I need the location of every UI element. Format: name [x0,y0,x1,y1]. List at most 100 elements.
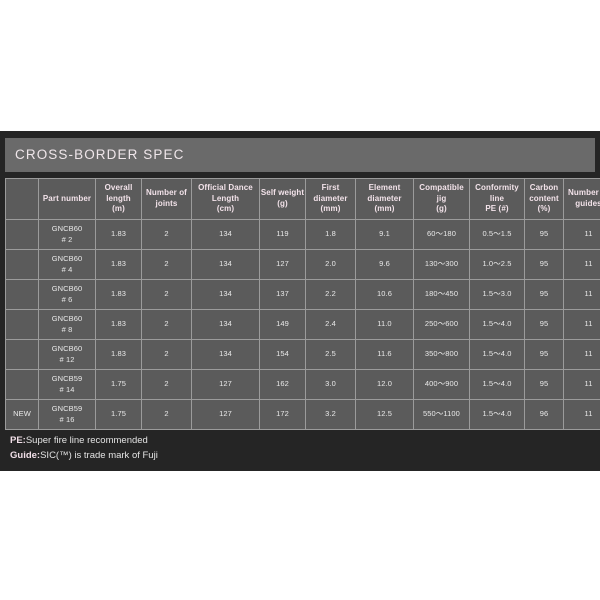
column-header-flag [5,178,39,220]
column-header-dance: Official Dance Length (cm) [191,178,260,220]
cell-joints: 2 [141,279,192,310]
cell-value: 119 [276,229,289,239]
column-header-label: Carbon content [529,182,559,203]
cell-value: 134 [219,349,232,359]
column-header-unit: (cm) [216,204,235,214]
column-header-joints: Number of joints [141,178,192,220]
cell-value: 3.2 [325,409,336,419]
cell-value: 1.83 [111,259,126,269]
cell-value: 60〜180 [427,229,456,239]
part-number-series: GNCB60 [51,224,83,234]
cell-weight: 154 [259,339,306,370]
cell-value: 2 [164,349,169,359]
cell-value: 137 [276,289,289,299]
cell-value: 2.2 [325,289,336,299]
new-badge [5,249,39,280]
cell-weight: 162 [259,369,306,400]
column-header-label: Number of joints [146,188,187,208]
cell-guides: 11 [563,279,600,310]
part-number-series: GNCB60 [51,254,83,264]
cell-guides: 11 [563,249,600,280]
cell-value: 1.8 [325,229,336,239]
cell-element_dia: 9.6 [355,249,414,280]
part-number-size: # 16 [59,414,75,424]
cell-joints: 2 [141,249,192,280]
column-header-part: Part number [38,178,96,220]
column-header-label: Self weight [260,188,305,198]
cell-value: 2 [164,409,169,419]
cell-joints: 2 [141,369,192,400]
cell-carbon: 95 [524,309,564,340]
part-number-size: # 14 [59,384,75,394]
cell-guides: 11 [563,369,600,400]
cell-first_dia: 1.8 [305,219,356,250]
cell-value: 1.83 [111,229,126,239]
cell-value: 127 [219,409,232,419]
cell-dance: 134 [191,219,260,250]
part-number-size: # 12 [59,354,75,364]
cell-part-number: GNCB59 # 16 [38,399,96,430]
part-number-size: # 4 [61,264,73,274]
cell-part-number: GNCB60 # 2 [38,219,96,250]
column-header-unit: (g) [277,199,288,208]
part-number-size: # 8 [61,324,73,334]
cell-value: 11 [584,379,593,389]
column-header-label: Compatible jig [419,182,464,203]
cell-value: 2 [164,319,169,329]
spec-table-body: GNCB60 # 2 1.83 2 134 119 1.8 9.1 60〜180 0.5〜1.5 9… [5,219,600,430]
new-badge-label: NEW [13,409,31,419]
note-line: Guide:SIC(™) is trade mark of Fuji [10,448,510,463]
cell-line: 1.5〜3.0 [469,279,525,310]
new-badge [5,339,39,370]
cell-value: 1.0〜2.5 [482,259,512,269]
cell-dance: 127 [191,399,260,430]
cell-value: 10.6 [377,289,392,299]
cell-first_dia: 3.0 [305,369,356,400]
part-number-series: GNCB59 [51,404,83,414]
note-key: PE: [10,435,26,446]
table-row: GNCB60 # 12 1.83 2 134 154 2.5 11.6 350〜800 1.5〜4… [5,339,600,370]
column-header-carbon: Carbon content (%) [524,178,564,220]
cell-line: 1.5〜4.0 [469,339,525,370]
cell-overall: 1.75 [95,399,142,430]
column-header-unit: PE (#) [485,204,509,214]
cell-joints: 2 [141,219,192,250]
cell-value: 95 [539,379,549,389]
cell-guides: 11 [563,399,600,430]
column-header-label: Element diameter [367,182,402,203]
cell-line: 1.5〜4.0 [469,399,525,430]
part-number-series: GNCB60 [51,284,83,294]
part-number-series: GNCB60 [51,314,83,324]
cell-weight: 137 [259,279,306,310]
cell-overall: 1.83 [95,249,142,280]
cell-value: 95 [539,349,549,359]
part-number-size: # 6 [61,294,73,304]
column-header-overall: Overall length (m) [95,178,142,220]
column-header-element_dia: Element diameter (mm) [355,178,414,220]
cell-first_dia: 2.4 [305,309,356,340]
page-title: CROSS-BORDER SPEC [15,147,185,162]
cell-value: 1.5〜4.0 [482,349,512,359]
cell-jig: 180〜450 [413,279,470,310]
cell-value: 127 [276,259,289,269]
cell-guides: 11 [563,219,600,250]
part-number-series: GNCB60 [51,344,83,354]
cell-first_dia: 2.2 [305,279,356,310]
cell-guides: 11 [563,339,600,370]
cell-value: 2 [164,229,169,239]
table-row: GNCB59 # 14 1.75 2 127 162 3.0 12.0 400〜900 1.5〜4… [5,369,600,400]
cell-value: 1.75 [111,409,126,419]
note-text: SIC(™) is trade mark of Fuji [40,450,158,461]
table-row: GNCB60 # 4 1.83 2 134 127 2.0 9.6 130〜300 1.0〜2.5… [5,249,600,280]
cell-value: 0.5〜1.5 [482,229,512,239]
cell-part-number: GNCB59 # 14 [38,369,96,400]
cell-overall: 1.83 [95,309,142,340]
cell-value: 162 [276,379,289,389]
cell-value: 11 [584,409,593,419]
cell-joints: 2 [141,309,192,340]
cell-value: 12.0 [377,379,392,389]
cell-value: 1.83 [111,289,126,299]
cell-value: 9.6 [379,259,390,269]
note-text: Super fire line recommended [25,435,148,446]
note-line: PE:Super fire line recommended [10,433,510,448]
